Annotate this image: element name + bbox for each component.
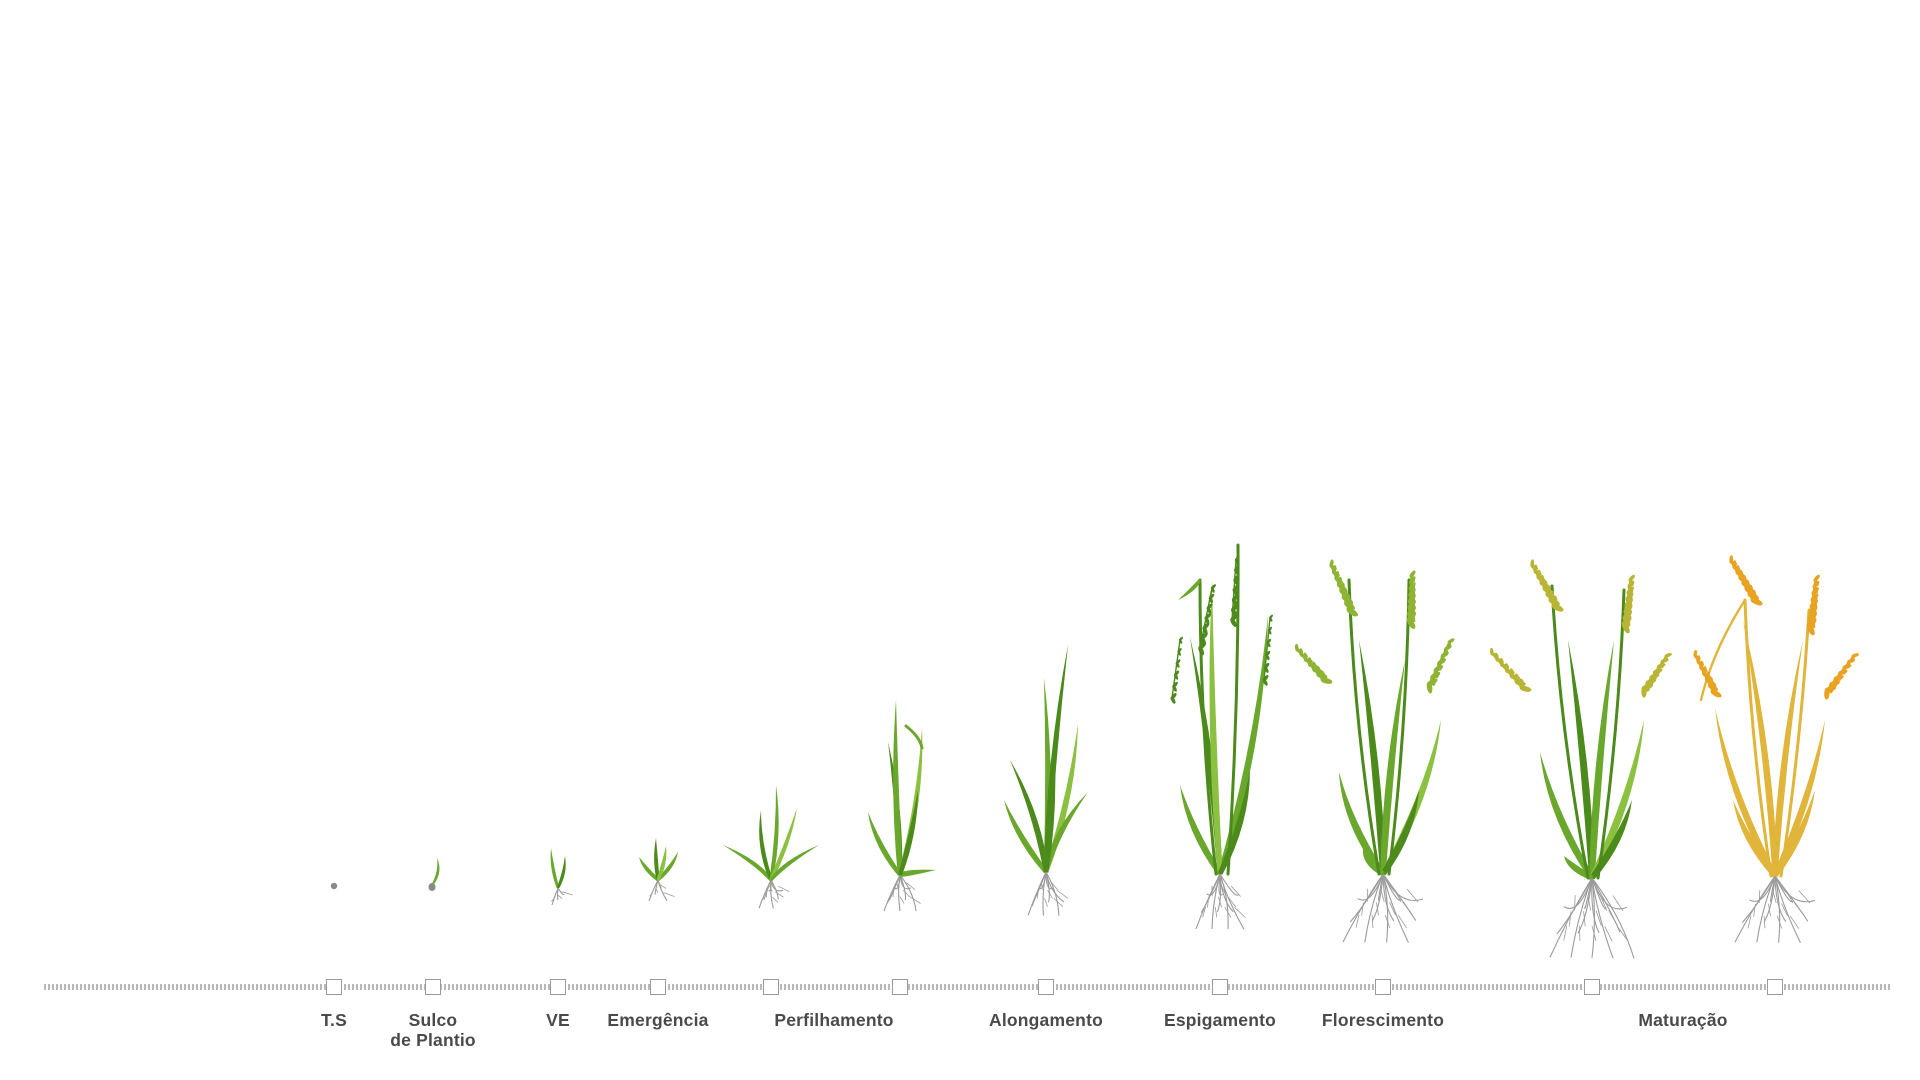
stage-label-line: T.S — [321, 1010, 347, 1030]
stage-label-line: Emergência — [607, 1010, 709, 1030]
ripening-plant-icon — [1489, 559, 1672, 959]
stage-marker-emergencia — [650, 979, 666, 995]
timeline-axis — [44, 984, 1890, 990]
stage-marker-ve — [550, 979, 566, 995]
stage-marker-florescimento — [1375, 979, 1391, 995]
stage-label-line: Sulco — [408, 1010, 458, 1030]
stage-marker-maturacao-2 — [1767, 979, 1783, 995]
stage-marker-ts — [326, 979, 342, 995]
stage-label-ts: T.S — [321, 1010, 347, 1030]
stage-label-perfilhamento: Perfilhamento — [774, 1010, 893, 1030]
stage-marker-espigamento — [1212, 979, 1228, 995]
mature-plant-icon — [1693, 555, 1859, 944]
stage-label-ve: VE — [546, 1010, 570, 1030]
stage-label-sulco: Sulco de Plantio — [390, 1010, 476, 1050]
stage-label-espigamento: Espigamento — [1164, 1010, 1276, 1030]
stage-marker-sulco — [425, 979, 441, 995]
stage-marker-alongamento — [1038, 979, 1054, 995]
flowering-plant-icon — [1294, 559, 1455, 943]
germinating-seed-icon — [428, 858, 440, 891]
stage-label-alongamento: Alongamento — [989, 1010, 1103, 1030]
elongating-plant-icon — [1004, 645, 1088, 916]
stage-label-maturacao: Maturação — [1638, 1010, 1727, 1030]
stage-label-line: VE — [546, 1010, 570, 1030]
stage-label-florescimento: Florescimento — [1322, 1010, 1444, 1030]
seedling-icon — [639, 838, 678, 902]
stage-label-line: Florescimento — [1321, 1010, 1445, 1030]
seed-icon — [330, 882, 338, 890]
stage-marker-perfilhamento-2 — [892, 979, 908, 995]
stage-marker-perfilhamento — [763, 979, 779, 995]
young-plant-icon — [723, 785, 819, 909]
stage-label-emergencia: Emergência — [607, 1010, 708, 1030]
tillering-plant-icon — [868, 700, 936, 912]
stage-label-line: Maturação — [1638, 1010, 1728, 1030]
stage-label-line: Alongamento — [988, 1010, 1104, 1030]
stage-label-line: Espigamento — [1163, 1010, 1277, 1030]
sprout-icon — [550, 848, 573, 906]
stage-label-line: de Plantio — [390, 1030, 476, 1050]
stage-marker-maturacao — [1584, 979, 1600, 995]
stage-label-line: Perfilhamento — [774, 1010, 894, 1030]
heading-plant-icon — [1170, 543, 1273, 930]
